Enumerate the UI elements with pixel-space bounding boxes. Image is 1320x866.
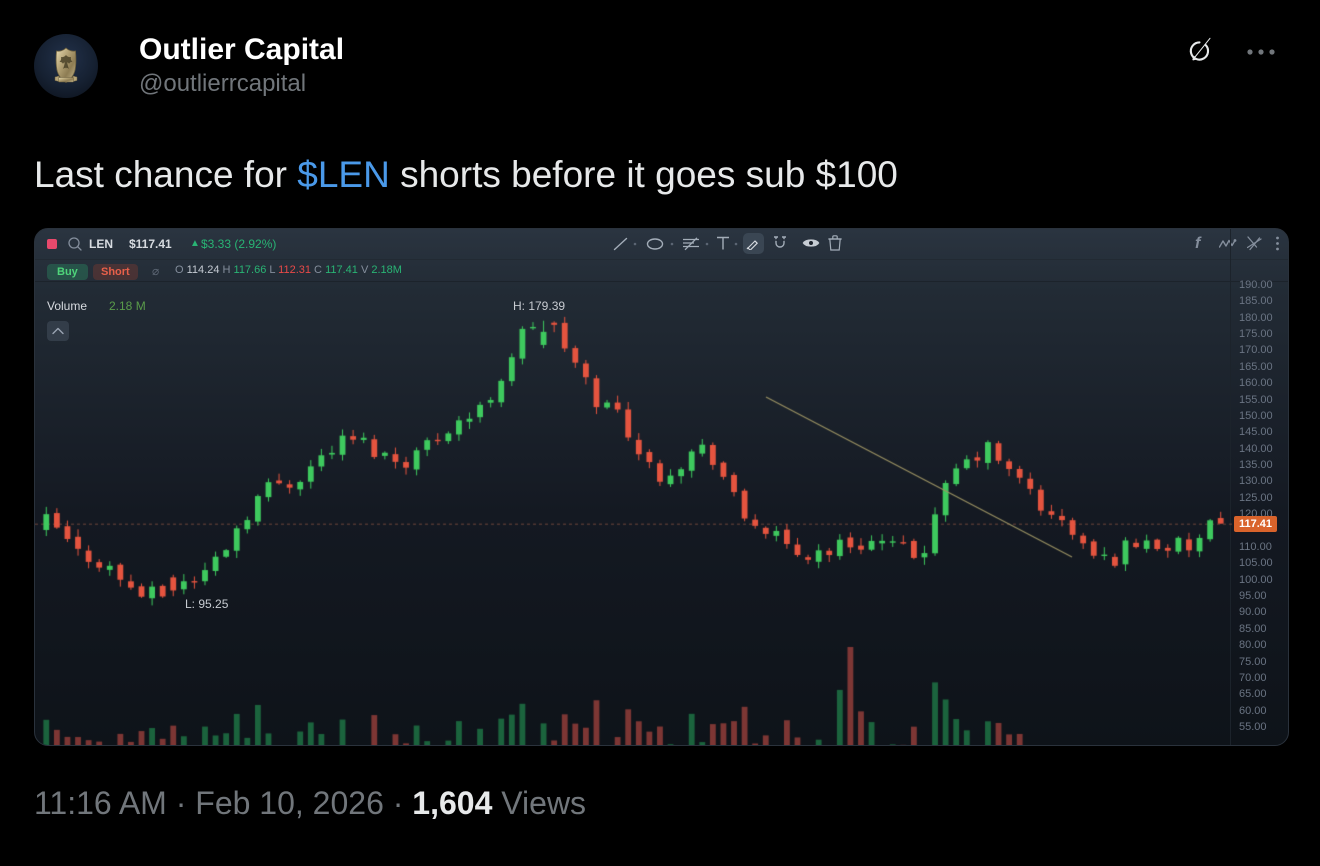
svg-text:f: f [1195,235,1202,252]
